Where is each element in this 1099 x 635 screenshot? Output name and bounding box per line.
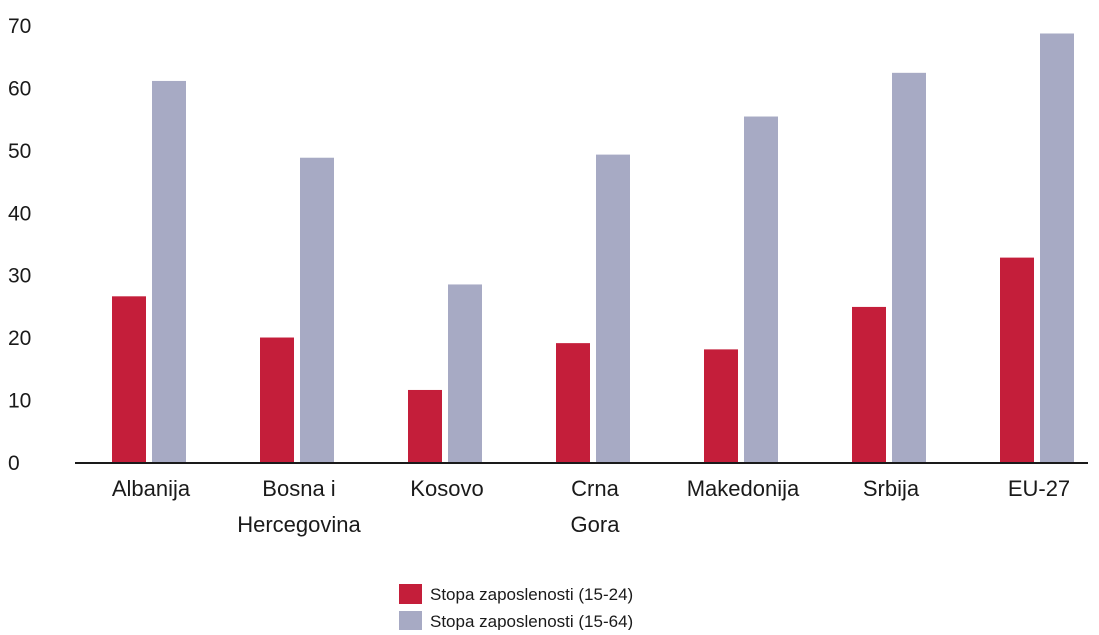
y-tick-label: 10 (8, 390, 31, 413)
bar-total-5 (892, 72, 926, 464)
x-tick-label: EU-27 (1008, 476, 1070, 501)
bar-youth-0 (112, 296, 146, 463)
bars (112, 33, 1074, 464)
bar-youth-1 (260, 337, 294, 463)
bar-youth-6 (1000, 257, 1034, 463)
bar-youth-4 (704, 349, 738, 463)
bar-total-4 (744, 116, 778, 464)
x-tick-label: Makedonija (687, 476, 800, 501)
bar-youth-2 (408, 389, 442, 463)
y-tick-label: 20 (8, 327, 31, 350)
y-axis-ticks: 0 10 20 30 40 50 60 70 (8, 15, 31, 475)
bar-total-0 (152, 80, 186, 464)
legend: Stopa zaposlenosti (15-24) Stopa zaposlen… (399, 584, 633, 631)
x-tick-label: Srbija (863, 476, 920, 501)
x-tick-label: Bosna i (262, 476, 335, 501)
legend-swatch (399, 611, 422, 631)
y-tick-label: 50 (8, 140, 31, 163)
x-tick-label: Albanija (112, 476, 191, 501)
x-tick-label: Hercegovina (237, 512, 361, 537)
y-tick-label: 60 (8, 77, 31, 100)
legend-label: Stopa zaposlenosti (15-64) (430, 612, 633, 630)
y-tick-label: 70 (8, 15, 31, 38)
y-tick-label: 0 (8, 452, 20, 475)
legend-label: Stopa zaposlenosti (15-24) (430, 585, 633, 604)
x-tick-label: Kosovo (410, 476, 483, 501)
y-tick-label: 30 (8, 265, 31, 288)
x-tick-label: Crna (571, 476, 619, 501)
bar-youth-5 (852, 306, 886, 463)
legend-swatch (399, 584, 422, 604)
bar-total-3 (596, 154, 630, 464)
bar-total-6 (1040, 33, 1074, 464)
bar-youth-3 (556, 343, 590, 463)
x-tick-label: Gora (571, 512, 621, 537)
bar-total-1 (300, 157, 334, 463)
bar-total-2 (448, 284, 482, 463)
x-axis-labels: Albanija Bosna i Hercegovina Kosovo Crna Gora… (112, 476, 1070, 537)
y-tick-label: 40 (8, 202, 31, 225)
